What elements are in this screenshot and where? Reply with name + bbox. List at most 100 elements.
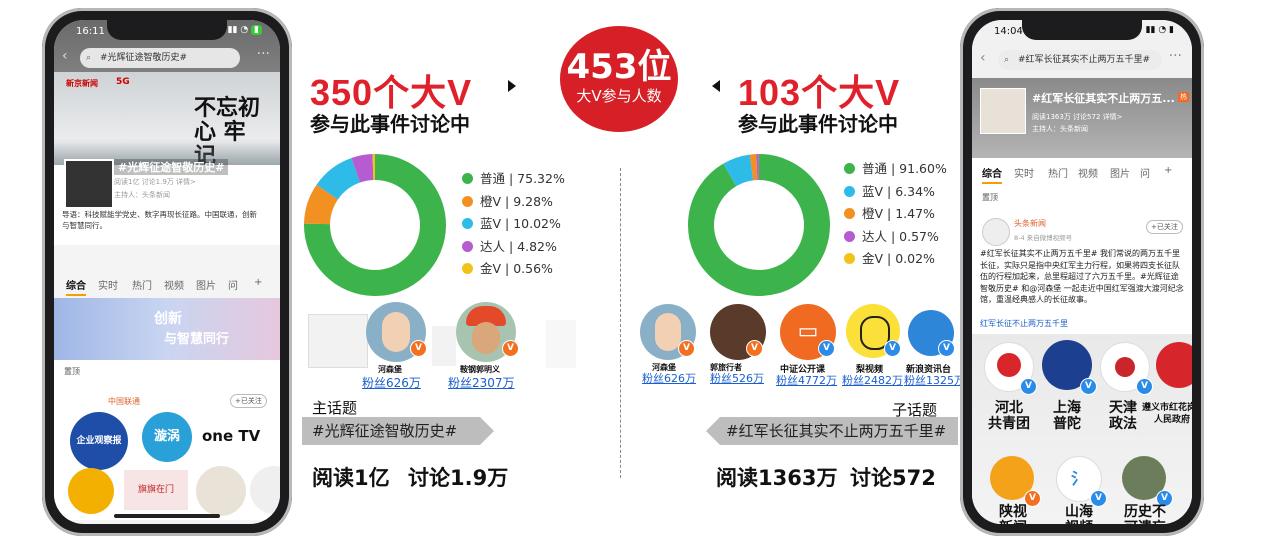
tab-ask[interactable]: 问	[1140, 169, 1150, 180]
left-legend-label-3: 达人 | 4.82%	[480, 238, 557, 254]
tab-add[interactable]: +	[1164, 165, 1173, 176]
post-video-link[interactable]: 红军长征不止两万五千里	[980, 319, 1068, 328]
fans-count-hesenbao[interactable]: 粉丝626万	[362, 376, 421, 390]
logo-enterprise-observer: 企业观察报	[70, 412, 128, 470]
topic-meta: 阅读1亿 讨论1.9万 详情>	[114, 178, 196, 186]
search-text: #光辉征途智敬历史#	[100, 53, 188, 63]
right-phone-screen: 14:04 ▮▮ ◔ ▮ ‹ ⌕ #红军长征其实不止两万五千里# ··· #红军…	[972, 20, 1192, 524]
status-time: 14:04	[994, 26, 1023, 37]
blue-v-badge: V	[1156, 490, 1173, 507]
tab-image[interactable]: 图片	[196, 281, 216, 292]
sub-topic-discussions: 讨论572	[850, 466, 936, 490]
fans-count-pear-video[interactable]: 粉丝2482万	[842, 374, 903, 387]
fans-count-traveler[interactable]: 粉丝526万	[710, 372, 764, 385]
right-legend-label-3: 达人 | 0.57%	[862, 228, 939, 244]
right-legend-dot-4	[844, 253, 855, 264]
home-indicator	[114, 514, 220, 518]
topic-tag-arrow	[480, 417, 494, 445]
tab-all[interactable]: 综合	[982, 165, 1002, 184]
account-name-traveler: 郭旅行者	[710, 363, 742, 372]
more-icon[interactable]: ···	[1168, 48, 1182, 64]
post-author: 中国联通	[108, 397, 140, 406]
tab-image[interactable]: 图片	[1110, 169, 1130, 180]
left-donut-chart	[304, 154, 446, 296]
left-legend-dot-4	[462, 263, 473, 274]
tab-realtime[interactable]: 实时	[98, 281, 118, 292]
left-account-screenshot	[308, 314, 368, 368]
logo-one-tv: one TV	[202, 427, 261, 445]
back-arrow-icon[interactable]: ‹	[62, 48, 68, 64]
fans-count-zhongzheng[interactable]: 粉丝4772万	[776, 374, 837, 387]
logo-vortex: 漩涡	[142, 412, 192, 462]
main-topic-tag[interactable]: #光辉征途智敬历史#	[302, 417, 480, 445]
org-label-putuo: 上海 普陀	[1053, 400, 1081, 432]
orange-v-badge: V	[1024, 490, 1041, 507]
fans-count-guomingyi[interactable]: 粉丝2307万	[448, 376, 515, 390]
search-icon: ⌕	[86, 53, 92, 63]
right-legend-item-1: 蓝V | 6.34%	[844, 181, 947, 204]
account-name-pear-video: 梨视频	[856, 365, 884, 375]
post-text: #红军长征其实不止两万五千里# 我们常说的两万五千里长征，实际只是指中央红军主力…	[980, 249, 1184, 304]
right-legend-label-2: 橙V | 1.47%	[862, 206, 935, 221]
more-icon[interactable]: ···	[256, 46, 270, 62]
sub-topic-tag-arrow	[706, 417, 720, 445]
tab-video[interactable]: 视频	[164, 281, 184, 292]
logo-shanhai-video: 氵	[1056, 456, 1102, 502]
tab-all[interactable]: 综合	[66, 277, 86, 296]
notch	[1022, 20, 1142, 40]
main-topic-discussions: 讨论1.9万	[408, 466, 509, 490]
right-legend-label-0: 普通 | 91.60%	[862, 161, 947, 176]
main-topic-reads: 阅读1亿	[312, 466, 390, 490]
follow-button[interactable]: +已关注	[230, 394, 267, 408]
left-account-screenshot-2	[432, 326, 456, 366]
tab-add[interactable]: +	[254, 277, 263, 288]
fans-count-hesenbao-2[interactable]: 粉丝626万	[642, 372, 696, 385]
left-legend-dot-3	[462, 240, 473, 252]
blue-v-badge: V	[1136, 378, 1153, 395]
sub-topic-tag[interactable]: #红军长征其实不止两万五千里#	[720, 417, 958, 445]
search-text: #红军长征其实不止两万五千里#	[1018, 55, 1151, 65]
tab-realtime[interactable]: 实时	[1014, 169, 1034, 180]
blue-v-badge: V	[1080, 378, 1097, 395]
follow-button[interactable]: +已关注	[1146, 220, 1183, 234]
tab-hot[interactable]: 热门	[132, 281, 152, 292]
left-legend-label-2: 蓝V | 10.02%	[480, 216, 561, 231]
tab-video[interactable]: 视频	[1078, 169, 1098, 180]
left-phone-frame: 16:11 ▮▮ ◔ ▮ ‹ ⌕ #光辉征途智敬历史# ··· 新京新闻 5G …	[42, 8, 292, 536]
logo-zunyi-government	[1156, 342, 1192, 388]
hot-badge: 热	[1178, 92, 1189, 102]
org-label-zunyi: 遵义市红花岗区 人民政府	[1142, 403, 1192, 425]
right-slice-1	[723, 154, 754, 187]
fans-count-sina-news[interactable]: 粉丝1325万	[904, 374, 965, 387]
account-name-guomingyi: 鞍钢郭明义	[460, 365, 500, 374]
tab-hot[interactable]: 热门	[1048, 169, 1068, 180]
right-legend-dot-0	[844, 163, 855, 174]
search-input[interactable]: ⌕ #红军长征其实不止两万五千里#	[998, 50, 1162, 70]
left-legend-dot-2	[462, 218, 473, 229]
left-legend-label-1: 橙V | 9.28%	[480, 193, 553, 209]
tab-bar: 综合 实时 热门 视频 图片 问 +	[972, 160, 1192, 184]
center-divider	[620, 168, 621, 478]
left-legend-item-0: 普通 | 75.32%	[462, 168, 565, 191]
left-account-screenshot-3	[546, 320, 576, 368]
back-arrow-icon[interactable]: ‹	[980, 50, 986, 66]
account-name-sina-news: 新浪资讯台	[906, 365, 952, 375]
left-slice-2	[316, 158, 361, 200]
account-name-hesenbao-2: 河森堡	[652, 363, 676, 372]
tab-bar: 综合 实时 热门 视频 图片 问 +	[54, 272, 280, 296]
poster-image: 创新 与智慧同行	[54, 298, 280, 360]
right-slice-0	[688, 154, 830, 296]
right-big-v-count: 103个大V	[738, 72, 901, 113]
search-input[interactable]: ⌕ #光辉征途智敬历史#	[80, 48, 240, 68]
logo-tiger	[68, 468, 114, 514]
right-legend-item-4: 金V | 0.02%	[844, 248, 947, 271]
right-legend-dot-3	[844, 230, 855, 242]
right-donut-chart	[688, 153, 830, 296]
search-icon: ⌕	[1004, 55, 1010, 65]
tab-ask[interactable]: 问	[228, 281, 238, 292]
main-topic-label: 主话题	[312, 399, 358, 417]
total-participants-badge: 453位 大V参与人数	[560, 26, 678, 132]
poster-text-1: 创新	[154, 311, 182, 327]
left-slice-0	[304, 154, 446, 296]
total-participants-caption: 大V参与人数	[576, 87, 662, 105]
